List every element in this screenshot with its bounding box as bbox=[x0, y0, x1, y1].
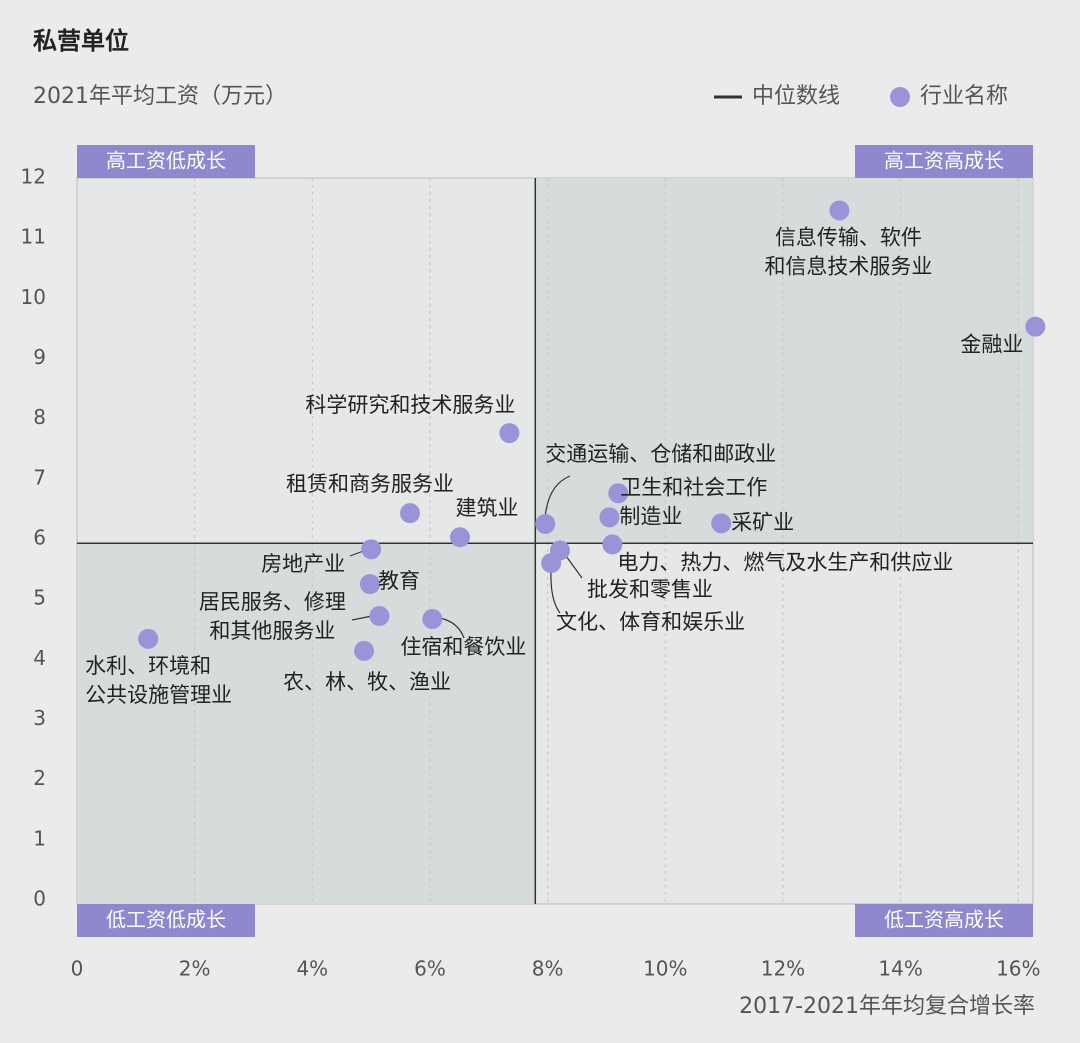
data-point bbox=[359, 574, 380, 595]
x-tick-label: 8% bbox=[532, 957, 564, 981]
x-tick-label: 4% bbox=[296, 957, 328, 981]
data-point bbox=[369, 606, 390, 627]
data-point bbox=[499, 423, 520, 444]
data-point bbox=[354, 640, 375, 661]
point-label: 采矿业 bbox=[731, 510, 794, 534]
point-label: 信息传输、软件 bbox=[775, 225, 922, 249]
data-point bbox=[1025, 316, 1046, 337]
data-point bbox=[138, 628, 159, 649]
y-tick-label: 7 bbox=[33, 465, 46, 489]
point-label: 和其他服务业 bbox=[209, 619, 335, 643]
data-point bbox=[711, 513, 732, 534]
y-tick-label: 10 bbox=[21, 285, 46, 309]
callout-line bbox=[550, 569, 561, 614]
data-point bbox=[535, 513, 556, 534]
x-tick-label: 10% bbox=[643, 957, 687, 981]
data-point bbox=[399, 503, 420, 524]
x-axis-label: 2017-2021年年均复合增长率 bbox=[739, 994, 1035, 1019]
x-tick-label: 14% bbox=[878, 957, 922, 981]
data-point bbox=[829, 200, 850, 221]
x-tick-label: 2% bbox=[179, 957, 211, 981]
x-tick-label: 16% bbox=[996, 957, 1040, 981]
callout-line bbox=[351, 615, 373, 621]
quadrant-shade bbox=[535, 178, 1033, 544]
legend-label: 行业名称 bbox=[920, 84, 1008, 109]
point-label: 住宿和餐饮业 bbox=[400, 635, 526, 659]
data-point bbox=[361, 539, 382, 560]
point-label: 建筑业 bbox=[455, 496, 518, 520]
point-label: 租赁和商务服务业 bbox=[286, 472, 454, 496]
point-label: 房地产业 bbox=[261, 552, 345, 576]
y-tick-label: 3 bbox=[33, 706, 46, 730]
y-tick-label: 9 bbox=[33, 345, 46, 369]
legend-marker bbox=[890, 87, 910, 107]
y-tick-label: 11 bbox=[21, 225, 46, 249]
point-label: 文化、体育和娱乐业 bbox=[556, 610, 745, 634]
y-axis-label: 2021年平均工资（万元） bbox=[33, 84, 287, 109]
quadrant-label-box bbox=[855, 904, 1033, 937]
point-label: 农、林、牧、渔业 bbox=[283, 670, 451, 694]
callout-line bbox=[544, 475, 571, 519]
data-point bbox=[599, 507, 620, 528]
point-label: 交通运输、仓储和邮政业 bbox=[545, 442, 776, 466]
point-label: 水利、环境和 bbox=[85, 654, 211, 678]
point-label: 卫生和社会工作 bbox=[620, 475, 767, 499]
y-tick-label: 1 bbox=[33, 826, 46, 850]
data-point bbox=[608, 483, 629, 504]
point-label: 科学研究和技术服务业 bbox=[305, 393, 515, 417]
data-point bbox=[449, 527, 470, 548]
x-tick-label: 12% bbox=[761, 957, 805, 981]
quadrant-label: 低工资高成长 bbox=[884, 908, 1004, 932]
point-label: 居民服务、修理 bbox=[199, 590, 346, 614]
y-tick-label: 4 bbox=[33, 646, 46, 670]
quadrant-label-box bbox=[77, 904, 255, 937]
quadrant-label: 低工资低成长 bbox=[106, 908, 226, 932]
y-tick-label: 2 bbox=[33, 766, 46, 790]
legend-label: 中位数线 bbox=[752, 84, 840, 109]
point-label: 金融业 bbox=[960, 333, 1023, 357]
x-tick-label: 0 bbox=[71, 957, 84, 981]
callout-line bbox=[565, 555, 583, 579]
y-tick-label: 6 bbox=[33, 526, 46, 550]
data-point bbox=[541, 553, 562, 574]
data-point bbox=[602, 534, 623, 555]
callout-line bbox=[439, 617, 465, 639]
quadrant-shade bbox=[77, 543, 536, 904]
y-tick-label: 12 bbox=[21, 165, 46, 189]
quadrant-label-box bbox=[855, 145, 1033, 178]
y-tick-label: 0 bbox=[33, 887, 46, 911]
point-label: 制造业 bbox=[619, 504, 682, 528]
chart-title: 私营单位 bbox=[33, 27, 129, 55]
point-label: 教育 bbox=[378, 569, 420, 593]
point-label: 和信息技术服务业 bbox=[764, 254, 932, 278]
y-tick-label: 5 bbox=[33, 586, 46, 610]
x-tick-label: 6% bbox=[414, 957, 446, 981]
point-label: 批发和零售业 bbox=[587, 577, 713, 601]
y-tick-label: 8 bbox=[33, 405, 46, 429]
quadrant-label: 高工资低成长 bbox=[106, 149, 226, 173]
point-label: 电力、热力、燃气及水生产和供应业 bbox=[617, 550, 953, 574]
quadrant-label: 高工资高成长 bbox=[884, 149, 1004, 173]
data-point bbox=[422, 609, 443, 630]
point-label: 公共设施管理业 bbox=[85, 683, 232, 707]
quadrant-label-box bbox=[77, 145, 255, 178]
